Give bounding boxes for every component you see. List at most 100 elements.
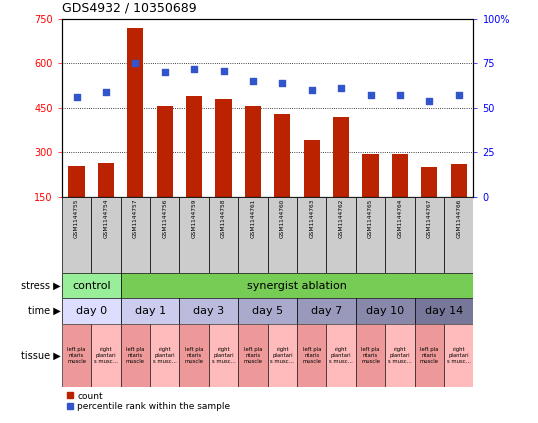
Text: GSM1144767: GSM1144767 — [427, 199, 432, 238]
Bar — [333, 117, 349, 241]
Text: day 5: day 5 — [252, 306, 283, 316]
Point — [160, 69, 169, 76]
Point — [278, 80, 287, 86]
Bar — [385, 197, 415, 273]
Bar — [327, 197, 356, 273]
Text: left pla
ntaris
muscle: left pla ntaris muscle — [185, 347, 204, 364]
Bar — [356, 324, 385, 387]
Text: GSM1144765: GSM1144765 — [368, 199, 373, 238]
Bar — [267, 197, 297, 273]
Text: day 7: day 7 — [311, 306, 342, 316]
Bar — [451, 164, 467, 241]
Text: right
plantari
s musc…: right plantari s musc… — [94, 347, 118, 364]
Text: GSM1144758: GSM1144758 — [221, 199, 226, 239]
Point — [72, 94, 81, 101]
Text: day 3: day 3 — [193, 306, 224, 316]
Text: GSM1144754: GSM1144754 — [103, 199, 109, 239]
Text: GSM1144755: GSM1144755 — [74, 199, 79, 239]
Text: day 0: day 0 — [76, 306, 107, 316]
Text: GSM1144766: GSM1144766 — [456, 199, 461, 238]
Bar — [186, 96, 202, 241]
Text: left pla
ntaris
muscle: left pla ntaris muscle — [302, 347, 321, 364]
Bar — [267, 324, 297, 387]
Bar — [245, 107, 261, 241]
Bar — [209, 197, 238, 273]
Text: GSM1144757: GSM1144757 — [133, 199, 138, 239]
Bar — [180, 298, 238, 324]
Text: control: control — [72, 280, 111, 291]
Bar — [180, 324, 209, 387]
Bar — [238, 197, 268, 273]
Text: left pla
ntaris
muscle: left pla ntaris muscle — [126, 347, 145, 364]
Text: GSM1144756: GSM1144756 — [162, 199, 167, 238]
Point — [455, 92, 463, 99]
Point — [425, 97, 434, 104]
Bar — [356, 197, 385, 273]
Text: right
plantari
s musc…: right plantari s musc… — [153, 347, 176, 364]
Text: GSM1144763: GSM1144763 — [309, 199, 314, 238]
Bar — [62, 324, 91, 387]
Text: GSM1144764: GSM1144764 — [398, 199, 402, 238]
Bar — [392, 154, 408, 241]
Point — [337, 85, 345, 92]
Point — [249, 78, 257, 85]
Bar — [303, 140, 320, 241]
Bar — [385, 324, 415, 387]
Bar — [98, 163, 114, 241]
Bar — [297, 197, 327, 273]
Bar — [444, 197, 473, 273]
Bar — [68, 166, 84, 241]
Point — [220, 67, 228, 74]
Text: day 14: day 14 — [425, 306, 463, 316]
Bar — [415, 298, 473, 324]
Bar — [121, 324, 150, 387]
Text: right
plantari
s musc…: right plantari s musc… — [447, 347, 471, 364]
Text: left pla
ntaris
muscle: left pla ntaris muscle — [361, 347, 380, 364]
Bar — [238, 324, 268, 387]
Text: right
plantari
s musc…: right plantari s musc… — [329, 347, 353, 364]
Text: stress ▶: stress ▶ — [21, 280, 61, 291]
Text: left pla
ntaris
muscle: left pla ntaris muscle — [420, 347, 439, 364]
Bar — [356, 298, 415, 324]
Text: left pla
ntaris
muscle: left pla ntaris muscle — [67, 347, 86, 364]
Bar — [150, 197, 180, 273]
Bar — [91, 324, 121, 387]
Point — [307, 87, 316, 93]
Bar — [415, 324, 444, 387]
Bar — [150, 324, 180, 387]
Bar — [238, 298, 297, 324]
Bar — [157, 107, 173, 241]
Legend: count, percentile rank within the sample: count, percentile rank within the sample — [66, 392, 230, 411]
Point — [131, 60, 140, 67]
Bar — [62, 273, 121, 298]
Text: right
plantari
s musc…: right plantari s musc… — [211, 347, 236, 364]
Bar — [121, 298, 180, 324]
Bar — [363, 154, 379, 241]
Point — [366, 92, 375, 99]
Text: time ▶: time ▶ — [28, 306, 61, 316]
Text: GSM1144761: GSM1144761 — [251, 199, 256, 238]
Text: left pla
ntaris
muscle: left pla ntaris muscle — [244, 347, 263, 364]
Bar — [297, 298, 356, 324]
Text: GSM1144760: GSM1144760 — [280, 199, 285, 238]
Bar — [180, 197, 209, 273]
Bar — [274, 114, 291, 241]
Point — [395, 92, 404, 99]
Bar — [62, 197, 91, 273]
Point — [102, 88, 110, 95]
Text: GSM1144759: GSM1144759 — [192, 199, 197, 239]
Bar — [128, 28, 144, 241]
Text: day 1: day 1 — [134, 306, 166, 316]
Bar — [209, 324, 238, 387]
Bar — [444, 324, 473, 387]
Bar — [121, 197, 150, 273]
Point — [190, 66, 199, 72]
Text: synergist ablation: synergist ablation — [247, 280, 347, 291]
Text: right
plantari
s musc…: right plantari s musc… — [388, 347, 412, 364]
Text: GSM1144762: GSM1144762 — [338, 199, 344, 238]
Bar — [91, 197, 121, 273]
Bar — [121, 273, 473, 298]
Text: right
plantari
s musc…: right plantari s musc… — [271, 347, 294, 364]
Bar — [415, 197, 444, 273]
Bar — [297, 324, 327, 387]
